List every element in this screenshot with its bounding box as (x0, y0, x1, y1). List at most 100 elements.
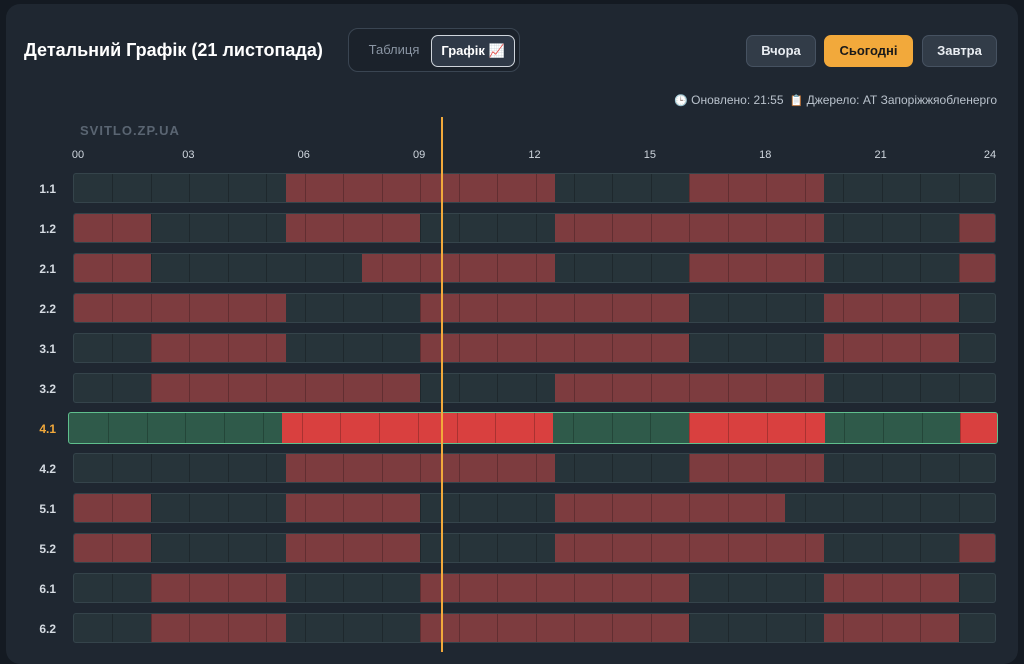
yesterday-button[interactable]: Вчора (746, 35, 816, 67)
hour-tick (573, 534, 575, 562)
hour-tick (343, 214, 345, 242)
group-track-3.2[interactable] (73, 373, 996, 403)
hour-tick (689, 614, 691, 642)
hour-tick (766, 494, 768, 522)
hour-tick (650, 254, 652, 282)
hour-tick (224, 413, 225, 443)
clipboard-icon: 📋 (789, 95, 804, 107)
outage-segment (420, 614, 690, 642)
outage-segment (958, 534, 995, 562)
group-track-6.1[interactable] (73, 573, 996, 603)
hour-tick (112, 454, 114, 482)
hour-tick (150, 454, 152, 482)
hour-tick (266, 254, 268, 282)
hour-tick (304, 214, 306, 242)
hour-tick (689, 534, 691, 562)
hour-tick (689, 454, 691, 482)
hour-tick (920, 254, 922, 282)
hour-tick (804, 214, 806, 242)
hour-tick (727, 334, 729, 362)
hour-tick (266, 214, 268, 242)
hour-tick (189, 174, 191, 202)
hour-tick (573, 334, 575, 362)
group-track-5.1[interactable] (73, 493, 996, 523)
hour-tick (227, 534, 229, 562)
outage-segment (150, 574, 286, 602)
hour-tick (266, 454, 268, 482)
tomorrow-button[interactable]: Завтра (922, 35, 997, 67)
outage-segment (362, 254, 555, 282)
outage-segment (282, 413, 554, 443)
hour-tick (535, 494, 537, 522)
hour-tick (112, 494, 114, 522)
hour-tick (650, 413, 652, 443)
hour-tick (843, 494, 845, 522)
hour-tick (497, 614, 499, 642)
hour-tick (843, 614, 845, 642)
outage-segment (554, 494, 786, 522)
hour-tick (958, 454, 960, 482)
hour-tick (146, 413, 148, 443)
tab-chart[interactable]: Графік 📈 (431, 35, 515, 67)
hour-tick (381, 174, 383, 202)
hour-tick (381, 214, 383, 242)
hour-tick (535, 294, 537, 322)
hour-tick (189, 374, 191, 402)
group-track-6.2[interactable] (73, 613, 996, 643)
today-button[interactable]: Сьогодні (824, 35, 913, 67)
hour-tick (843, 294, 845, 322)
hour-tick (920, 574, 922, 602)
hour-tick (881, 254, 883, 282)
hour-tick (343, 614, 345, 642)
hour-tick (381, 454, 383, 482)
hour-tick (304, 334, 306, 362)
hour-tick (689, 214, 691, 242)
group-track-1.1[interactable] (73, 173, 996, 203)
group-label-6.1: 6.1 (39, 582, 56, 596)
hour-tick (266, 534, 268, 562)
hour-tick (189, 494, 191, 522)
tab-table[interactable]: Таблиця (368, 42, 420, 57)
outage-segment (958, 254, 995, 282)
group-label-5.1: 5.1 (39, 502, 56, 516)
hour-tick (420, 494, 422, 522)
group-track-4.2[interactable] (73, 453, 996, 483)
hour-tick (804, 294, 806, 322)
hour-tick (343, 574, 345, 602)
group-track-1.2[interactable] (73, 213, 996, 243)
hour-tick (458, 214, 460, 242)
hour-tick (881, 334, 883, 362)
hour-tick (612, 494, 614, 522)
group-track-2.2[interactable] (73, 293, 996, 323)
view-toggle: Таблиця Графік 📈 (348, 28, 520, 72)
hour-tick (650, 214, 652, 242)
hour-tick (381, 614, 383, 642)
outage-segment (420, 294, 690, 322)
hour-tick (304, 294, 306, 322)
group-label-4.2: 4.2 (39, 462, 56, 476)
hour-tick (958, 174, 960, 202)
hour-tick (266, 174, 268, 202)
hour-tick (573, 294, 575, 322)
hour-tick (497, 174, 499, 202)
group-track-5.2[interactable] (73, 533, 996, 563)
hour-tick (112, 254, 114, 282)
hour-tick (150, 334, 152, 362)
hour-tick (958, 574, 960, 602)
group-track-2.1[interactable] (73, 253, 996, 283)
hour-tick (112, 334, 114, 362)
hour-tick (612, 614, 614, 642)
hour-tick (112, 214, 114, 242)
hour-tick (420, 454, 422, 482)
hour-tick (766, 534, 768, 562)
hour-tick (689, 413, 690, 443)
outage-segment (420, 334, 690, 362)
hour-tick (727, 413, 729, 443)
hour-tick (304, 454, 306, 482)
hour-tick (573, 614, 575, 642)
hour-tick (189, 214, 191, 242)
hour-tick (958, 494, 960, 522)
hour-tick (766, 413, 768, 443)
group-track-3.1[interactable] (73, 333, 996, 363)
group-track-4.1[interactable] (68, 412, 998, 444)
